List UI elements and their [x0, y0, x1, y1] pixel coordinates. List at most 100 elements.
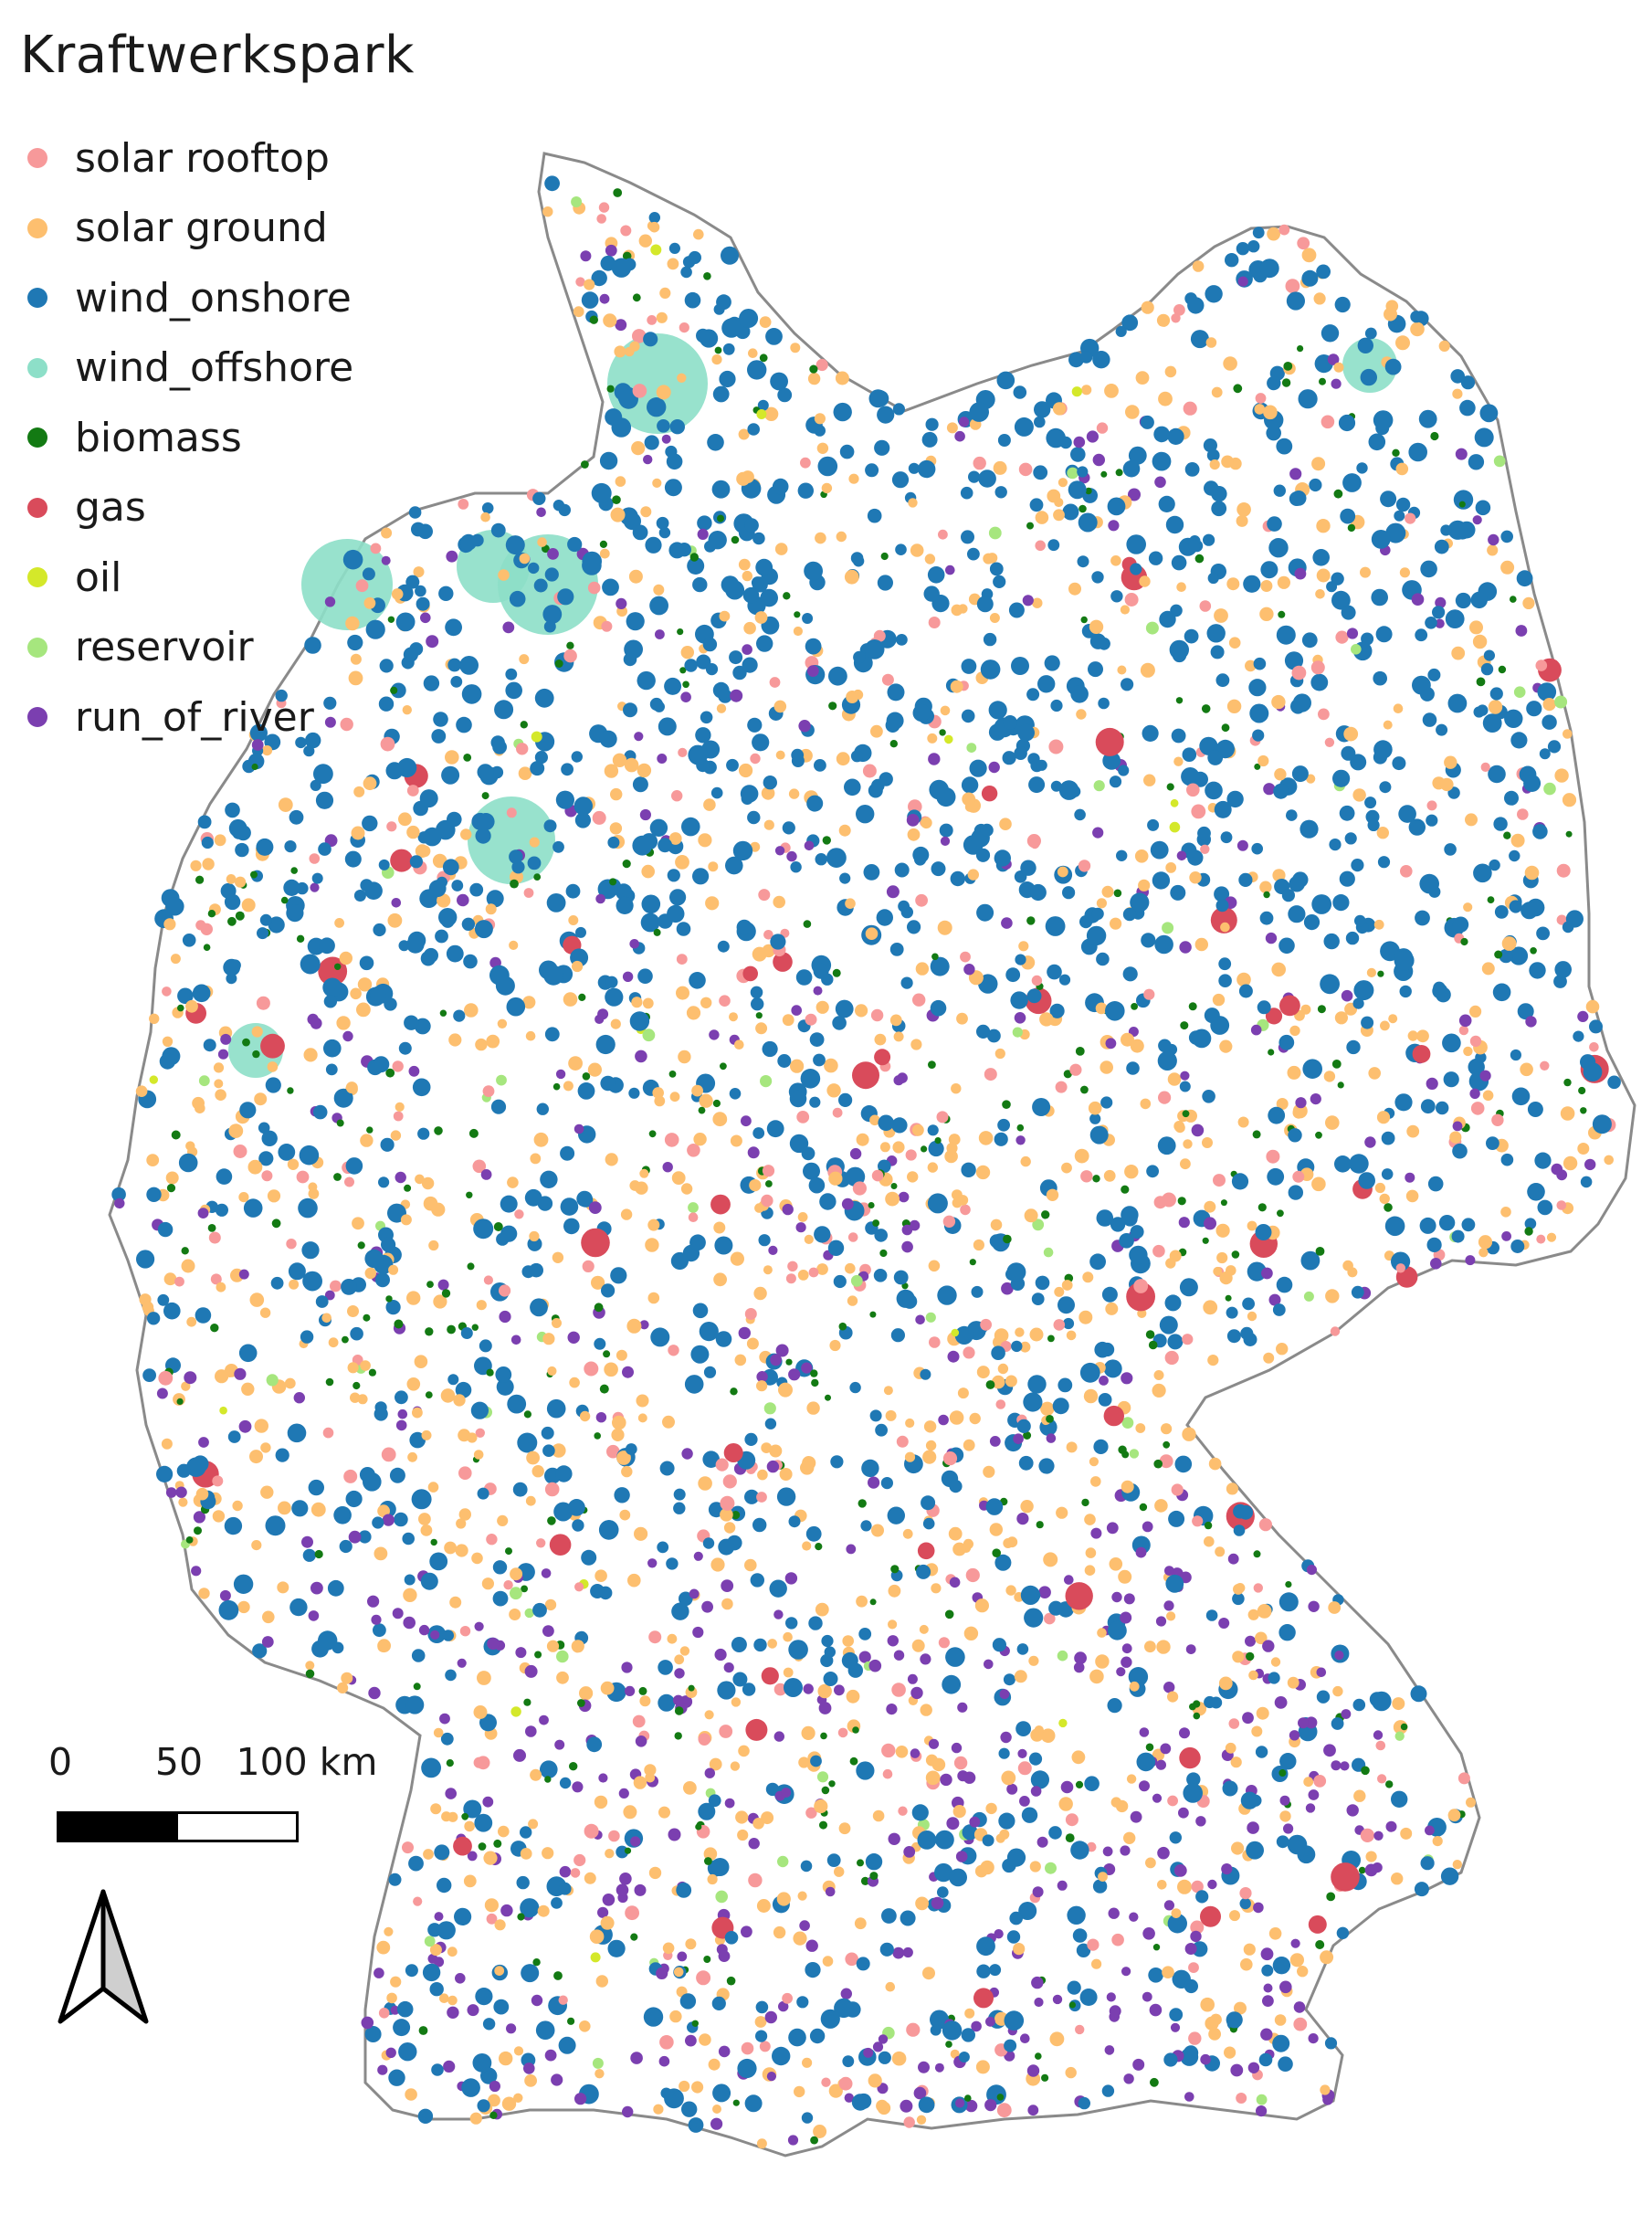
plant-point-solar-ground: [1213, 1266, 1223, 1276]
plant-point-biomass: [1046, 1415, 1054, 1423]
plant-point-biomass: [1337, 1081, 1344, 1089]
plant-point-wind-onshore: [688, 250, 702, 265]
plant-point-wind-onshore: [770, 372, 788, 391]
plant-point-wind-onshore: [1356, 462, 1368, 474]
plant-point-run-of-river: [886, 885, 900, 899]
plant-point-solar-ground: [1204, 1535, 1215, 1547]
plant-point-reservoir: [760, 1075, 773, 1088]
plant-point-run-of-river: [191, 1566, 202, 1577]
plant-point-wind-onshore: [801, 2112, 814, 2124]
plant-point-solar-ground: [1166, 1611, 1176, 1621]
plant-point-wind-onshore: [838, 1092, 853, 1107]
plant-point-biomass: [1063, 1070, 1072, 1079]
plant-point-wind-onshore: [521, 1964, 540, 1983]
plant-point-biomass: [1319, 377, 1326, 385]
plant-point-solar-ground: [1313, 292, 1326, 305]
plant-point-wind-onshore: [961, 709, 975, 723]
plant-point-wind-onshore: [342, 549, 363, 570]
plant-point-solar-ground: [1221, 455, 1234, 469]
plant-point-run-of-river: [1227, 1553, 1239, 1565]
plant-point-wind-onshore: [1169, 639, 1190, 660]
plant-point-biomass: [828, 702, 837, 711]
plant-point-wind-onshore: [553, 1502, 573, 1522]
plant-point-wind-onshore: [628, 1087, 640, 1099]
plant-point-wind-onshore: [1532, 824, 1548, 839]
plant-point-wind-onshore: [300, 1330, 314, 1344]
plant-point-wind-onshore: [333, 1506, 352, 1524]
plant-point-solar-rooftop: [805, 1013, 817, 1026]
plant-point-wind-onshore: [1018, 1455, 1034, 1471]
plant-point-solar-ground: [1219, 1039, 1233, 1053]
plant-point-biomass: [1281, 378, 1291, 387]
plant-point-wind-onshore: [1218, 957, 1232, 971]
plant-point-wind-onshore: [1203, 533, 1215, 546]
plant-point-wind-onshore: [258, 1122, 270, 1134]
plant-point-wind-onshore: [438, 908, 458, 927]
plant-point-solar-ground: [1562, 793, 1577, 807]
plant-point-solar-ground: [1135, 1423, 1146, 1433]
plant-point-run-of-river: [657, 754, 668, 764]
plant-point-wind-onshore: [1483, 649, 1495, 661]
plant-point-solar-ground: [754, 611, 768, 624]
plant-point-solar-ground: [1247, 1311, 1257, 1322]
plant-point-gas: [1308, 1915, 1327, 1934]
plant-point-solar-ground: [447, 1946, 458, 1957]
legend-item-solar-ground: solar ground: [27, 194, 353, 264]
plant-point-biomass: [1193, 1712, 1201, 1720]
plant-point-wind-onshore: [1017, 723, 1035, 742]
plant-point-biomass: [441, 1289, 451, 1298]
plant-point-wind-onshore: [433, 712, 448, 727]
plant-point-wind-onshore: [1004, 2039, 1017, 2052]
plant-point-run-of-river: [1305, 1803, 1316, 1813]
plant-point-wind-onshore: [1272, 1957, 1291, 1975]
plant-point-solar-ground: [364, 1267, 377, 1280]
plant-point-solar-ground: [1410, 322, 1425, 337]
plant-point-solar-rooftop: [881, 1743, 896, 1758]
plant-point-solar-ground: [1325, 1115, 1340, 1130]
plant-point-solar-ground: [1089, 1669, 1104, 1684]
plant-point-biomass: [889, 740, 898, 748]
plant-point-wind-onshore: [1084, 1776, 1100, 1791]
plant-point-wind-onshore: [463, 954, 478, 969]
plant-point-wind-onshore: [542, 1444, 555, 1457]
plant-point-biomass: [1080, 616, 1088, 624]
plant-point-wind-onshore: [1358, 1172, 1375, 1189]
plant-point-solar-ground: [149, 1013, 160, 1025]
plant-point-wind-onshore: [614, 1487, 630, 1503]
plant-point-solar-ground: [755, 1022, 768, 1035]
plant-point-solar-ground: [1263, 1352, 1275, 1364]
plant-point-solar-ground: [1029, 1327, 1044, 1342]
plant-point-wind-onshore: [563, 1218, 580, 1235]
plant-point-wind-onshore: [567, 536, 583, 553]
plant-point-wind-onshore: [1267, 375, 1281, 391]
plant-point-solar-ground: [1236, 972, 1251, 987]
plant-point-wind-onshore: [658, 1693, 676, 1712]
plant-point-solar-ground: [754, 2016, 767, 2028]
plant-point-solar-ground: [458, 1508, 471, 1521]
plant-point-solar-ground: [798, 1757, 810, 1768]
plant-point-biomass: [1494, 950, 1503, 959]
plant-point-wind-onshore: [1184, 2045, 1199, 2061]
legend-swatch: [27, 497, 47, 518]
plant-point-run-of-river: [1184, 2092, 1194, 2102]
plant-point-run-of-river: [655, 629, 665, 639]
plant-point-wind-onshore: [1011, 657, 1029, 675]
plant-point-run-of-river: [1364, 1863, 1378, 1877]
plant-point-wind-onshore: [1247, 1261, 1267, 1282]
plant-point-wind-onshore: [385, 1300, 401, 1315]
plant-point-wind-onshore: [739, 309, 759, 328]
plant-point-solar-rooftop: [1152, 1244, 1165, 1258]
plant-point-solar-ground: [1263, 405, 1278, 420]
plant-point-wind-onshore: [717, 940, 730, 953]
plant-point-wind-onshore: [996, 371, 1015, 390]
plant-point-solar-rooftop: [1124, 593, 1139, 607]
plant-point-reservoir: [1093, 780, 1105, 792]
plant-point-wind-onshore: [1489, 687, 1503, 701]
plant-point-wind-onshore: [1152, 871, 1171, 890]
plant-point-solar-rooftop: [536, 1538, 546, 1548]
plant-point-wind-onshore: [765, 328, 783, 345]
plant-point-gas: [761, 1667, 779, 1685]
plant-point-run-of-river: [1253, 1902, 1264, 1914]
plant-point-solar-ground: [699, 2033, 711, 2046]
plant-point-wind-onshore: [1130, 892, 1150, 913]
